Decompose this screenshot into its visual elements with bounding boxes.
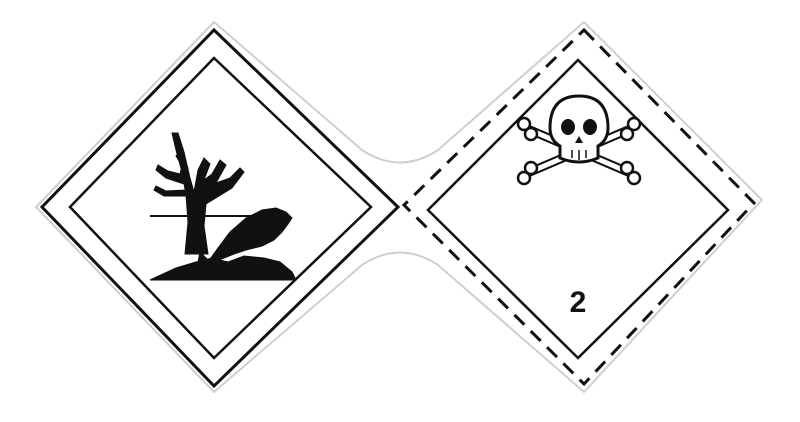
toxic-label-inner-border <box>426 58 730 360</box>
toxic-gas-hazard-label: 2 <box>401 27 757 387</box>
environment-label-outer-border <box>39 27 401 389</box>
toxic-label-outer-dashed-border <box>401 27 757 387</box>
environmentally-hazardous-substance-icon <box>149 132 297 281</box>
skull-and-crossbones-icon <box>516 94 642 186</box>
environment-hazard-label <box>39 27 401 389</box>
class-number: 2 <box>570 286 587 319</box>
environment-label-inner-border <box>68 56 373 360</box>
